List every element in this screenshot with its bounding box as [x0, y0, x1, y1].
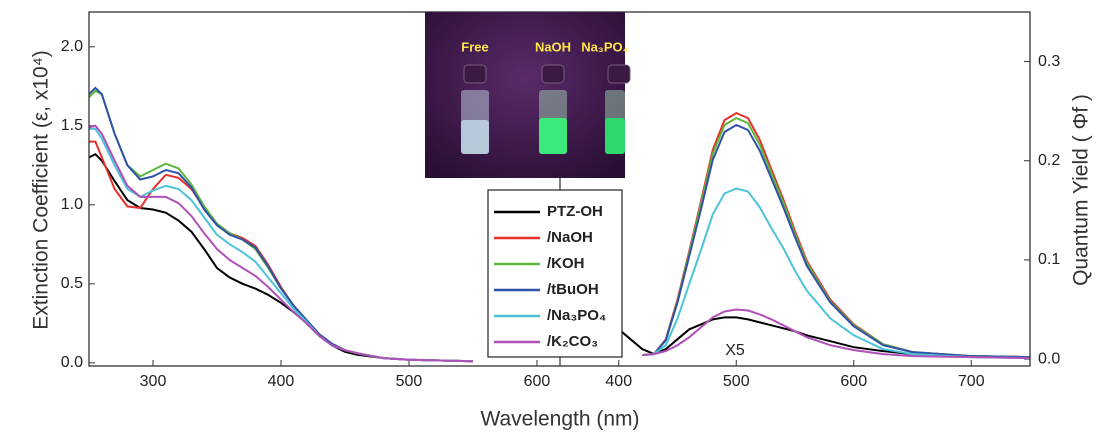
legend-label: /K₂CO₃: [547, 333, 598, 350]
series-line: [642, 113, 1030, 357]
x-tick-label: 300: [140, 373, 167, 390]
series-line: [642, 310, 1030, 359]
series-line: [89, 154, 473, 361]
annotation: X5: [725, 342, 745, 359]
y2-axis-label: Quantum Yield ( Φf ): [1070, 94, 1093, 286]
series-line: [89, 91, 473, 361]
y2-tick-label: 0.1: [1038, 251, 1060, 268]
x-tick-label: 500: [723, 373, 750, 390]
legend-label: /tBuOH: [547, 281, 599, 298]
y-tick-label: 0.5: [61, 275, 83, 292]
series-line: [89, 88, 473, 361]
inset-photo: [425, 12, 630, 178]
x-tick-label: 400: [605, 373, 632, 390]
x-tick-label: 500: [396, 373, 423, 390]
series-line: [619, 317, 1030, 357]
legend-label: /KOH: [547, 255, 585, 272]
y2-tick-label: 0.0: [1038, 350, 1060, 367]
series-line: [89, 126, 473, 361]
y-tick-label: 0.0: [61, 354, 83, 371]
y2-tick-label: 0.3: [1038, 53, 1060, 70]
x-tick-label: 600: [524, 373, 551, 390]
legend-label: /Na₃PO₄: [547, 307, 606, 324]
y-tick-label: 1.0: [61, 196, 83, 213]
y-tick-label: 2.0: [61, 38, 83, 55]
inset-label: Free: [461, 39, 488, 54]
inset-label: NaOH: [535, 39, 571, 54]
x-axis-label: Wavelength (nm): [480, 408, 639, 431]
legend-label: /NaOH: [547, 229, 593, 246]
y-axis-label: Extinction Coefficient (ε, x10⁴): [30, 50, 53, 329]
x-tick-label: 600: [840, 373, 867, 390]
inset-label: Na₃PO₄: [581, 39, 629, 54]
chart: Wavelength (nm) Extinction Coefficient (…: [0, 0, 1101, 434]
y-tick-label: 1.5: [61, 117, 83, 134]
y2-tick-label: 0.2: [1038, 152, 1060, 169]
series-line: [89, 142, 473, 362]
legend-label: PTZ-OH: [547, 203, 603, 220]
series-line: [642, 118, 1030, 357]
x-tick-label: 700: [958, 373, 985, 390]
series-line: [89, 129, 473, 361]
x-tick-label: 400: [268, 373, 295, 390]
